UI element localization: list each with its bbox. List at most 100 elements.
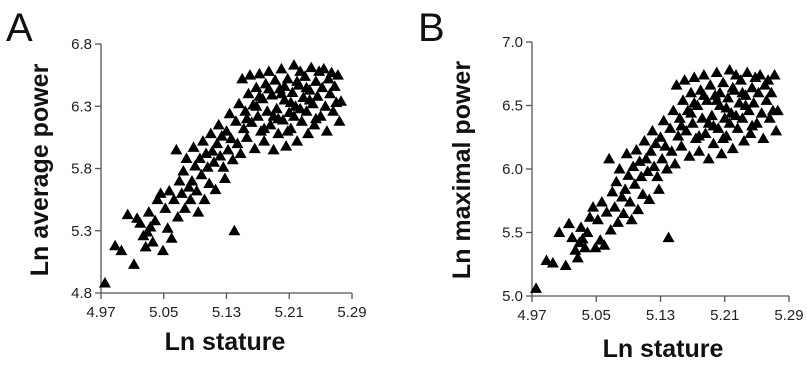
panel-a-data-point [294, 102, 307, 114]
panel-a-data-point [325, 66, 338, 78]
panel-a-data-point [258, 135, 271, 146]
panel-b-data-point [641, 165, 654, 177]
panel-b-data-point [632, 203, 645, 215]
panel-b-data-point [770, 124, 783, 136]
panel-b-data-point [699, 127, 712, 138]
panel-a-data-point [261, 105, 274, 116]
panel-b-data-point [581, 226, 594, 237]
panel-a-x-tick-label: 5.21 [275, 304, 304, 321]
panel-a-data-point [287, 59, 300, 70]
panel-b-data-point [723, 117, 736, 128]
panel-a-data-point [320, 125, 333, 136]
panel-a-data-point [264, 118, 277, 130]
panel-a-data-point [151, 193, 164, 205]
panel-a-data-point [272, 112, 285, 124]
panel-b-data-point [635, 170, 648, 182]
panel-a-data-point [280, 140, 293, 151]
panel-b-data-point [729, 109, 742, 121]
panel-a-data-point [335, 95, 348, 106]
panel-a-data-point [234, 147, 247, 159]
panel-b-y-tick-label: 6.5 [502, 98, 523, 115]
panel-b-x-tick-label: 5.21 [710, 307, 739, 324]
panel-a: A Ln average power Ln stature 4.8 5.3 5.8 6… [6, 6, 367, 356]
panel-b-data-point [574, 221, 587, 232]
panel-b-data-point [768, 69, 781, 80]
panel-b-data-point [760, 94, 773, 105]
panel-b-data-point [707, 137, 720, 149]
panel-b-data-point [591, 213, 604, 225]
panel-b-data-point [771, 104, 784, 116]
panel-b-data-point [667, 104, 680, 116]
panel-a-data-point [229, 115, 242, 126]
panel-a-data-point [190, 184, 203, 196]
panel-b-x-tick-label: 5.29 [774, 307, 803, 324]
panel-b-data-point [622, 169, 635, 180]
panel-a-data-point [198, 193, 211, 205]
panel-a-data-point [295, 115, 308, 126]
panel-a-data-point [309, 112, 322, 124]
panel-b-data-point [693, 145, 706, 156]
panel-b-data-point [644, 145, 657, 156]
panel-a-x-axis-title: Ln stature [165, 328, 286, 356]
panel-a-data-point [193, 152, 206, 164]
panel-a-data-point [236, 72, 249, 84]
panel-a-data-point [267, 143, 280, 155]
panel-a-data-point [248, 142, 261, 154]
panel-b-data-point [704, 79, 717, 90]
panel-a-data-point [258, 122, 271, 134]
panel-a-data-point [159, 202, 172, 213]
panel-a-data-point [278, 94, 291, 105]
panel-a-y-tick-label: 6.3 [71, 98, 92, 115]
panel-a-data-point [286, 86, 299, 98]
panel-b-data-point [625, 213, 638, 225]
panel-a-y-tick-label: 4.8 [71, 285, 92, 302]
panel-b-data-point [747, 96, 760, 108]
panel-a-data-point [298, 70, 311, 81]
panel-a-data-point [195, 168, 208, 180]
panel-a-data-point [233, 97, 246, 109]
panel-b-data-point [746, 81, 759, 93]
panel-a-data-point [278, 80, 291, 91]
panel-b-data-point [530, 282, 543, 293]
panel-a-data-point [165, 232, 178, 243]
panel-b-data-point [721, 91, 734, 103]
panel-a-data-point [265, 89, 278, 100]
panel-b-data-point [693, 129, 706, 141]
panel-b-data-point [576, 232, 589, 244]
panel-a-data-point [134, 217, 147, 228]
panel-a-data-point [121, 208, 134, 220]
panel-a-data-point [189, 160, 202, 171]
panel-b-data-point [569, 244, 582, 255]
panel-a-data-point [239, 105, 252, 116]
panel-a-data-point [231, 137, 244, 149]
panel-a-data-point [281, 125, 294, 136]
panel-a-data-point [262, 82, 275, 94]
panel-b-data-point [723, 63, 736, 75]
panel-b-data-point [562, 217, 575, 229]
panel-a-data-point [175, 187, 188, 198]
panel-a-data-point [154, 187, 167, 198]
panel-a-data-point [237, 122, 250, 134]
panel-b-data-point [676, 94, 689, 105]
panel-a-data-point [262, 65, 275, 76]
panel-a-y-tick-label: 6.8 [71, 36, 92, 53]
panel-b-data-point [754, 69, 767, 80]
panel-b-y-tick-label: 5.5 [502, 225, 523, 242]
panel-b-data-point [630, 143, 643, 155]
panel-b-data-point [540, 254, 553, 265]
panel-b-data-point [683, 150, 696, 161]
panel-a-data-point [185, 174, 198, 186]
panel-a-data-point [240, 112, 253, 124]
panel-b-data-point [720, 102, 733, 113]
panel-b-data-point [598, 239, 611, 250]
panel-a-y-tick-label: 5.8 [71, 161, 92, 178]
panel-b-letter: B [418, 6, 445, 50]
panel-b-data-point [604, 223, 617, 235]
panel-b-x-axis-title: Ln stature [603, 335, 724, 363]
panel-a-data-point [294, 65, 307, 76]
panel-b-data-point [731, 122, 744, 133]
panel-a-data-point [184, 193, 197, 205]
panel-a-data-point [209, 183, 222, 195]
panel-a-data-point [220, 125, 233, 136]
panel-a-data-point [291, 75, 304, 86]
